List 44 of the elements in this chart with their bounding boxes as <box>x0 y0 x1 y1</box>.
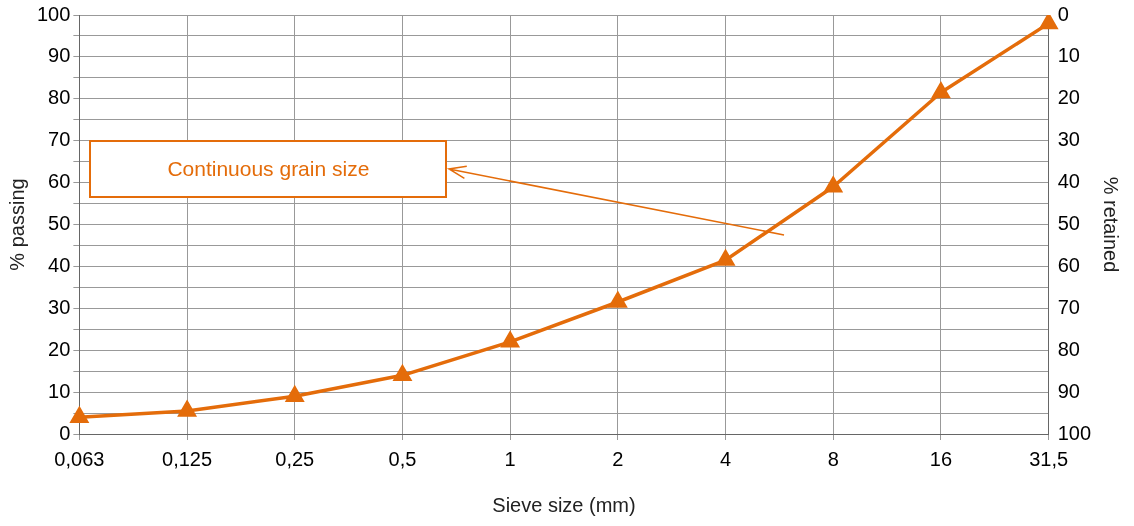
y2-tick-label: 0 <box>1057 2 1069 25</box>
y-tick-label: 40 <box>48 253 71 276</box>
y2-axis-title: % retained <box>1100 176 1123 273</box>
y-tick-label: 0 <box>59 421 71 444</box>
x-tick-label: 1 <box>504 447 516 470</box>
x-axis-title: Sieve size (mm) <box>492 493 636 516</box>
x-tick-label: 2 <box>612 447 624 470</box>
point <box>716 250 735 266</box>
y-tick-label: 70 <box>48 128 71 151</box>
y-tick-label: 10 <box>48 379 71 402</box>
y2-tick-label: 100 <box>1057 421 1092 444</box>
y2-tick-label: 90 <box>1057 379 1080 402</box>
y2-tick-label: 60 <box>1057 253 1080 276</box>
y2-tick-label: 70 <box>1057 295 1080 318</box>
point <box>501 332 519 348</box>
y2-tick-label: 80 <box>1057 337 1080 360</box>
x-tick-label: 31,5 <box>1029 447 1069 470</box>
x-tick-label: 0,125 <box>162 447 213 470</box>
y-tick-label: 80 <box>48 86 71 109</box>
x-tick-label: 8 <box>827 447 839 470</box>
y-axis-title: % passing <box>5 178 28 271</box>
y2-tick-label: 40 <box>1057 170 1080 193</box>
point <box>932 82 950 99</box>
y2-tick-label: 30 <box>1057 128 1080 151</box>
x-tick-label: 0,5 <box>388 447 417 470</box>
x-tick-label: 0,25 <box>275 447 315 470</box>
y-tick-label: 20 <box>48 337 71 360</box>
y-tick-label: 60 <box>48 170 71 193</box>
y2-tick-label: 50 <box>1057 212 1080 235</box>
point <box>70 407 89 423</box>
y-tick-label: 30 <box>48 295 71 318</box>
point <box>1039 15 1058 30</box>
y-tick-label: 100 <box>36 2 71 25</box>
x-tick-label: 4 <box>719 447 732 470</box>
point <box>609 292 627 308</box>
point <box>178 401 196 417</box>
y2-tick-label: 10 <box>1057 44 1080 67</box>
x-tick-label: 0,063 <box>54 447 105 470</box>
y-tick-label: 90 <box>48 44 71 67</box>
text-box: Continuous grain size <box>89 140 448 198</box>
y2-tick-label: 20 <box>1057 86 1080 109</box>
y-tick-label: 50 <box>48 212 71 235</box>
point <box>824 177 842 193</box>
x-tick-label: 16 <box>929 447 953 470</box>
